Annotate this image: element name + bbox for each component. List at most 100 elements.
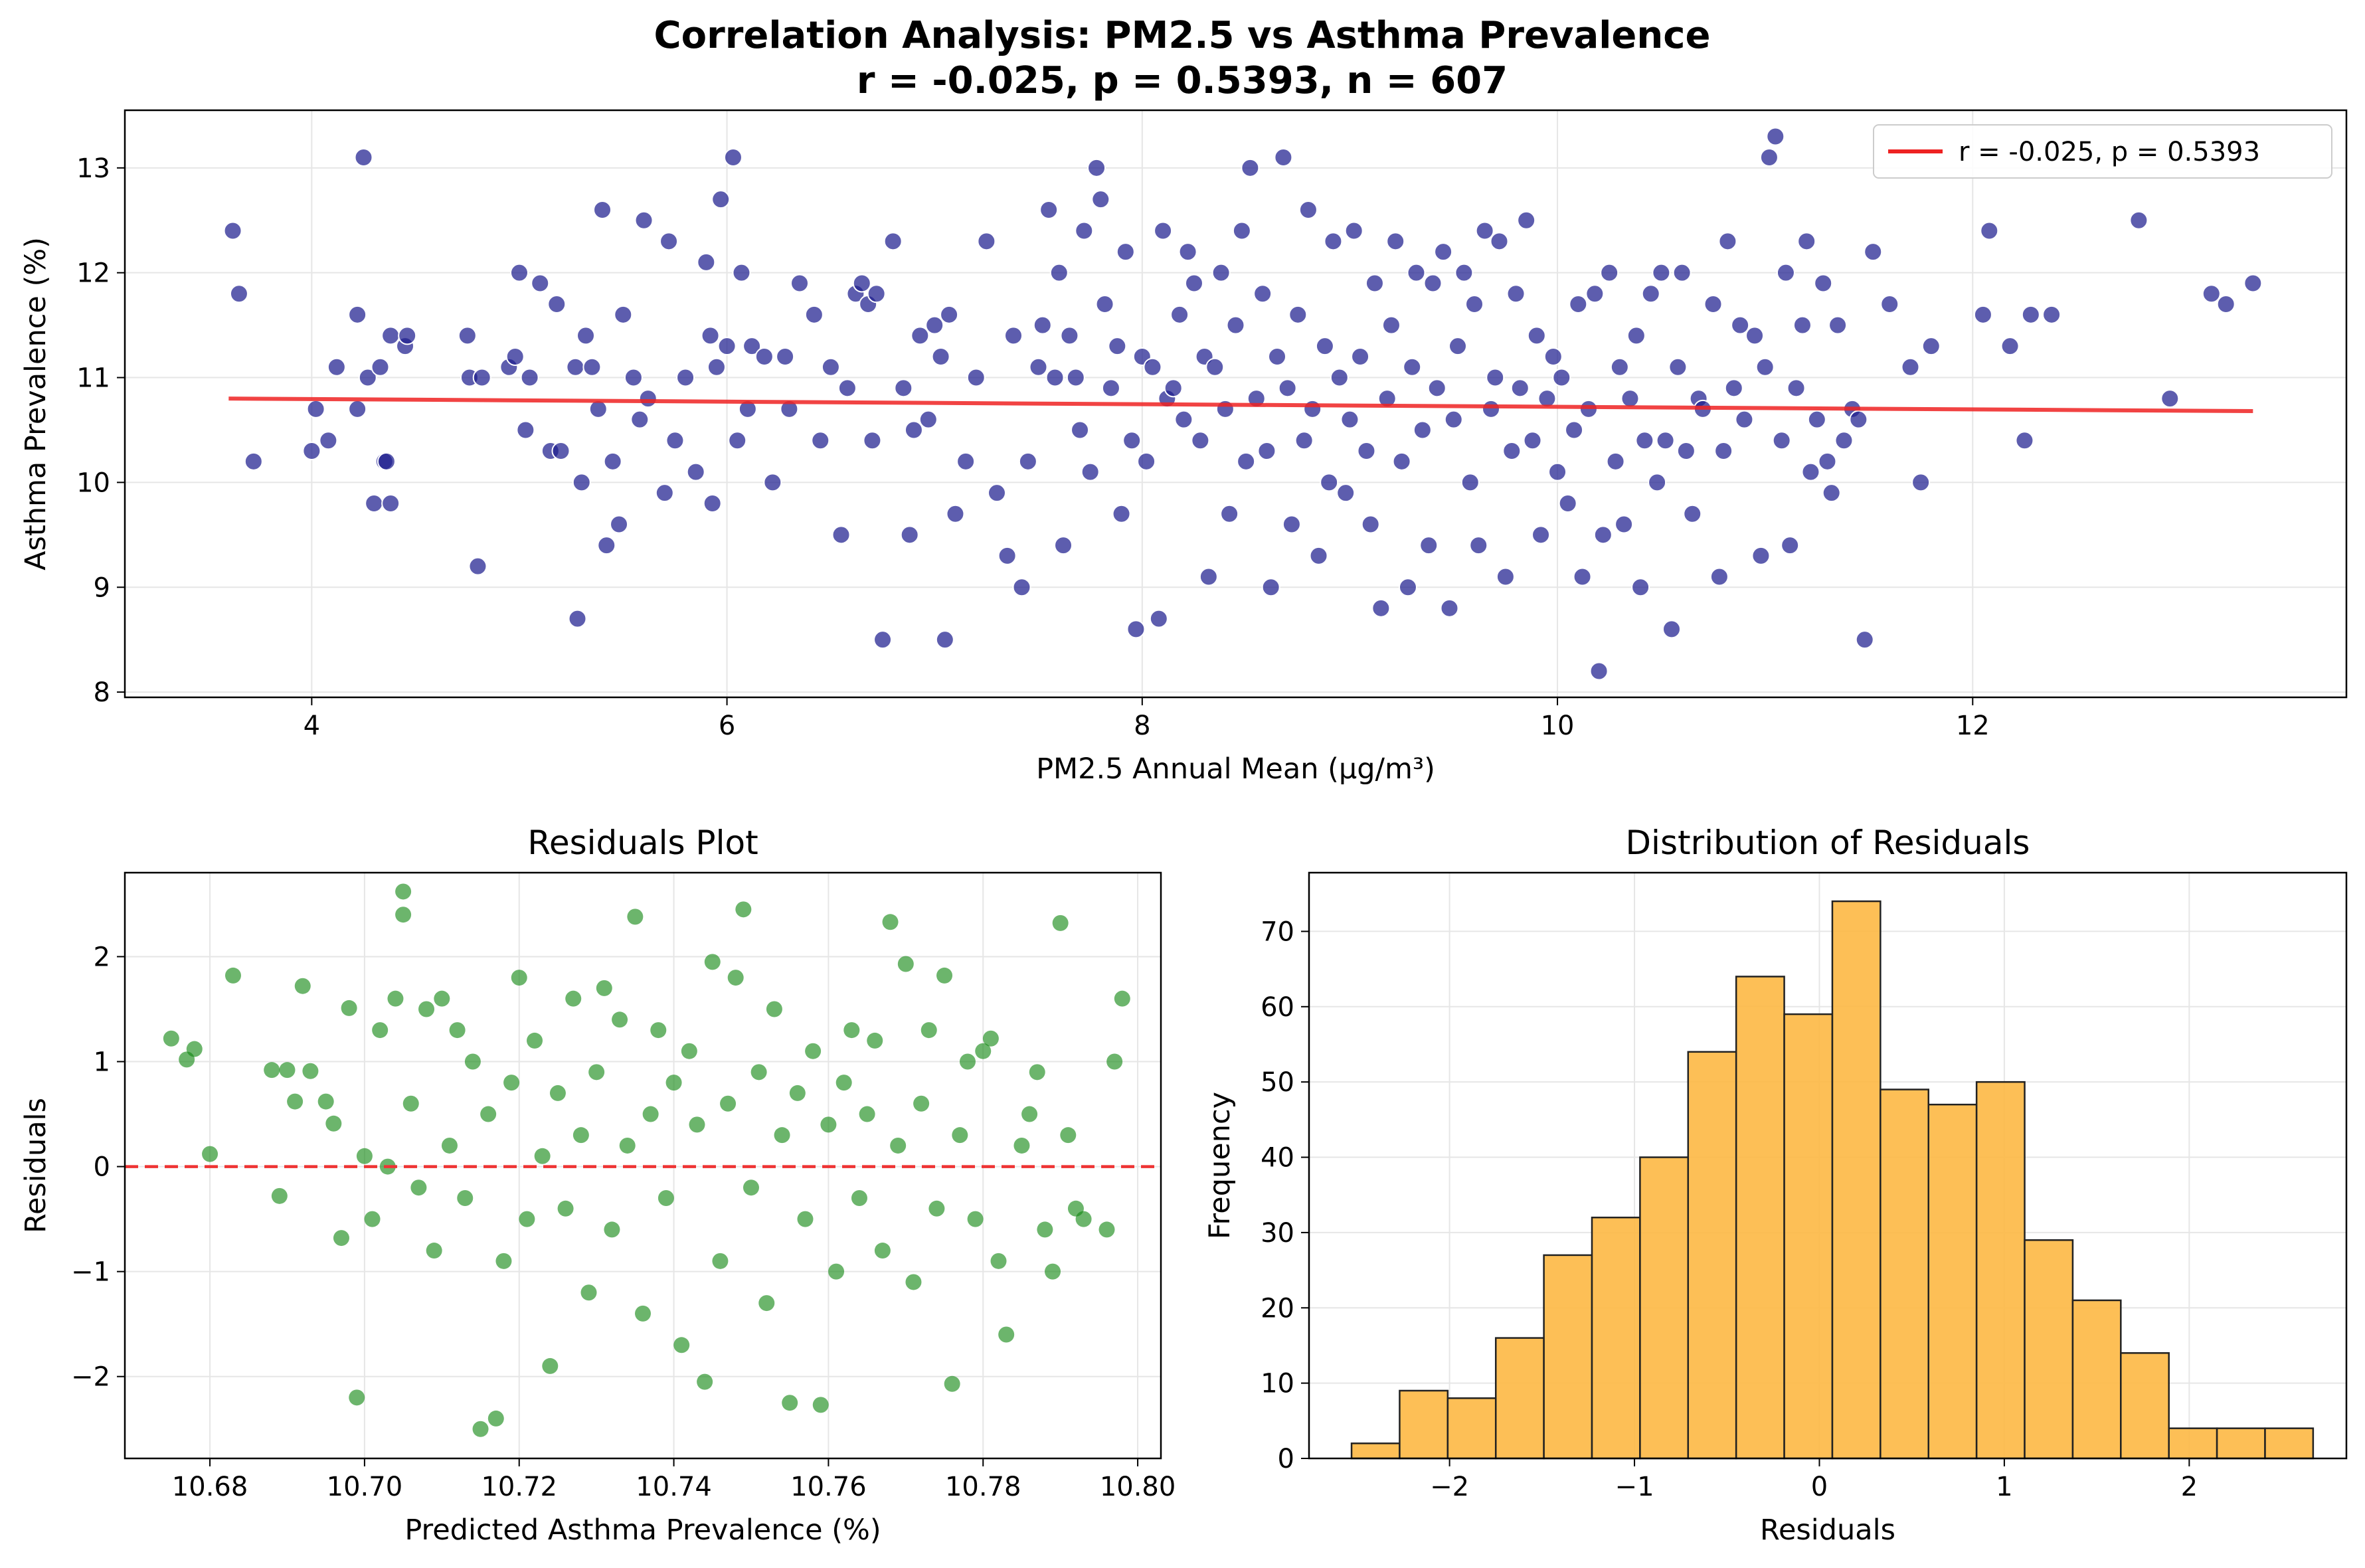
data-point xyxy=(1973,305,1992,324)
data-point xyxy=(1398,578,1417,597)
data-point xyxy=(1413,420,1432,440)
data-point xyxy=(1731,315,1750,335)
data-point xyxy=(1261,578,1280,597)
residual-point xyxy=(426,1243,442,1259)
data-point xyxy=(743,337,762,356)
residual-point xyxy=(527,1032,543,1049)
data-point xyxy=(1921,337,1941,356)
data-point xyxy=(1801,462,1820,481)
residual-point xyxy=(758,1295,775,1312)
residual-point xyxy=(1045,1263,1061,1280)
residual-point xyxy=(612,1011,628,1028)
legend-entry: r = -0.025, p = 0.5393 xyxy=(1959,137,2260,167)
data-point xyxy=(1126,620,1146,639)
data-point xyxy=(1033,315,1052,335)
residual-point xyxy=(542,1357,559,1374)
data-point xyxy=(931,347,950,366)
residual-point xyxy=(982,1030,999,1047)
data-point xyxy=(821,357,840,377)
x-tick-label: −1 xyxy=(1615,1472,1654,1502)
data-point xyxy=(381,493,400,513)
residual-point xyxy=(712,1253,729,1269)
data-point xyxy=(1517,211,1536,230)
data-point xyxy=(1465,295,1484,314)
data-point xyxy=(2015,431,2034,450)
residual-point xyxy=(673,1337,690,1353)
data-point xyxy=(2243,274,2263,293)
data-point xyxy=(1320,473,1339,492)
data-point xyxy=(1510,379,1530,398)
data-point xyxy=(676,368,695,387)
data-point xyxy=(723,148,743,167)
data-point xyxy=(1112,504,1131,523)
data-point xyxy=(1537,389,1557,408)
data-point xyxy=(1039,200,1059,219)
data-point xyxy=(1814,274,1833,293)
data-point xyxy=(1298,200,1318,219)
data-point xyxy=(1776,263,1795,282)
x-tick-label: 2 xyxy=(2181,1472,2198,1502)
residual-point xyxy=(434,990,450,1007)
data-point xyxy=(1386,232,1405,251)
data-point xyxy=(1772,431,1791,450)
x-tick-label: 10 xyxy=(1541,711,1575,741)
data-point xyxy=(763,473,782,492)
data-point xyxy=(1220,504,1239,523)
residual-point xyxy=(766,1001,782,1017)
histogram-axes: −2 −1 0 1 2010203040506070ResidualsFrequency… xyxy=(1203,824,2348,1547)
data-point xyxy=(1081,462,1100,481)
residual-point xyxy=(828,1263,845,1280)
residual-point xyxy=(1060,1127,1077,1144)
data-point xyxy=(1174,410,1193,429)
x-tick-label: −2 xyxy=(1430,1472,1469,1502)
data-point xyxy=(1548,462,1567,481)
histogram-bar xyxy=(1831,900,1882,1460)
residual-point xyxy=(449,1022,466,1039)
y-tick-label: 9 xyxy=(94,572,110,603)
data-point xyxy=(1506,284,1526,304)
residual-point xyxy=(264,1062,280,1079)
data-point xyxy=(863,431,882,450)
data-point xyxy=(1797,232,1816,251)
data-point xyxy=(665,431,685,450)
residual-point xyxy=(1098,1221,1115,1238)
y-tick-label: 1 xyxy=(94,1047,110,1078)
data-point xyxy=(1294,431,1314,450)
residual-point xyxy=(186,1041,203,1057)
y-tick-label: 12 xyxy=(76,258,110,289)
data-point xyxy=(1558,493,1577,513)
y-tick-label: 30 xyxy=(1261,1218,1294,1249)
data-point xyxy=(244,452,263,471)
data-point xyxy=(1787,379,1806,398)
residual-point xyxy=(750,1064,767,1081)
y-tick-label: 40 xyxy=(1261,1143,1294,1174)
data-point xyxy=(776,347,795,366)
data-point xyxy=(977,232,996,251)
data-point xyxy=(582,357,602,377)
data-point xyxy=(1864,242,1883,262)
histogram-bar xyxy=(1687,1051,1737,1460)
residual-point xyxy=(519,1211,535,1227)
regression-line xyxy=(228,396,2253,414)
data-point xyxy=(1626,326,1646,345)
residual-point xyxy=(271,1187,288,1204)
residual-point xyxy=(549,1085,566,1101)
data-point xyxy=(935,630,954,650)
data-point xyxy=(1149,609,1168,628)
data-point xyxy=(1475,221,1494,240)
residual-point xyxy=(627,909,644,925)
data-point xyxy=(603,452,622,471)
residual-point xyxy=(743,1179,759,1196)
residual-point xyxy=(511,970,527,986)
residual-point xyxy=(867,1032,883,1049)
data-point xyxy=(1278,379,1297,398)
data-point xyxy=(319,431,338,450)
residual-point xyxy=(650,1022,667,1039)
data-point xyxy=(1593,525,1613,545)
residual-point xyxy=(774,1127,790,1144)
data-point xyxy=(883,232,903,251)
data-point xyxy=(919,410,938,429)
residual-point xyxy=(805,1043,822,1059)
histogram-bar xyxy=(1735,976,1785,1460)
data-point xyxy=(2129,211,2148,230)
